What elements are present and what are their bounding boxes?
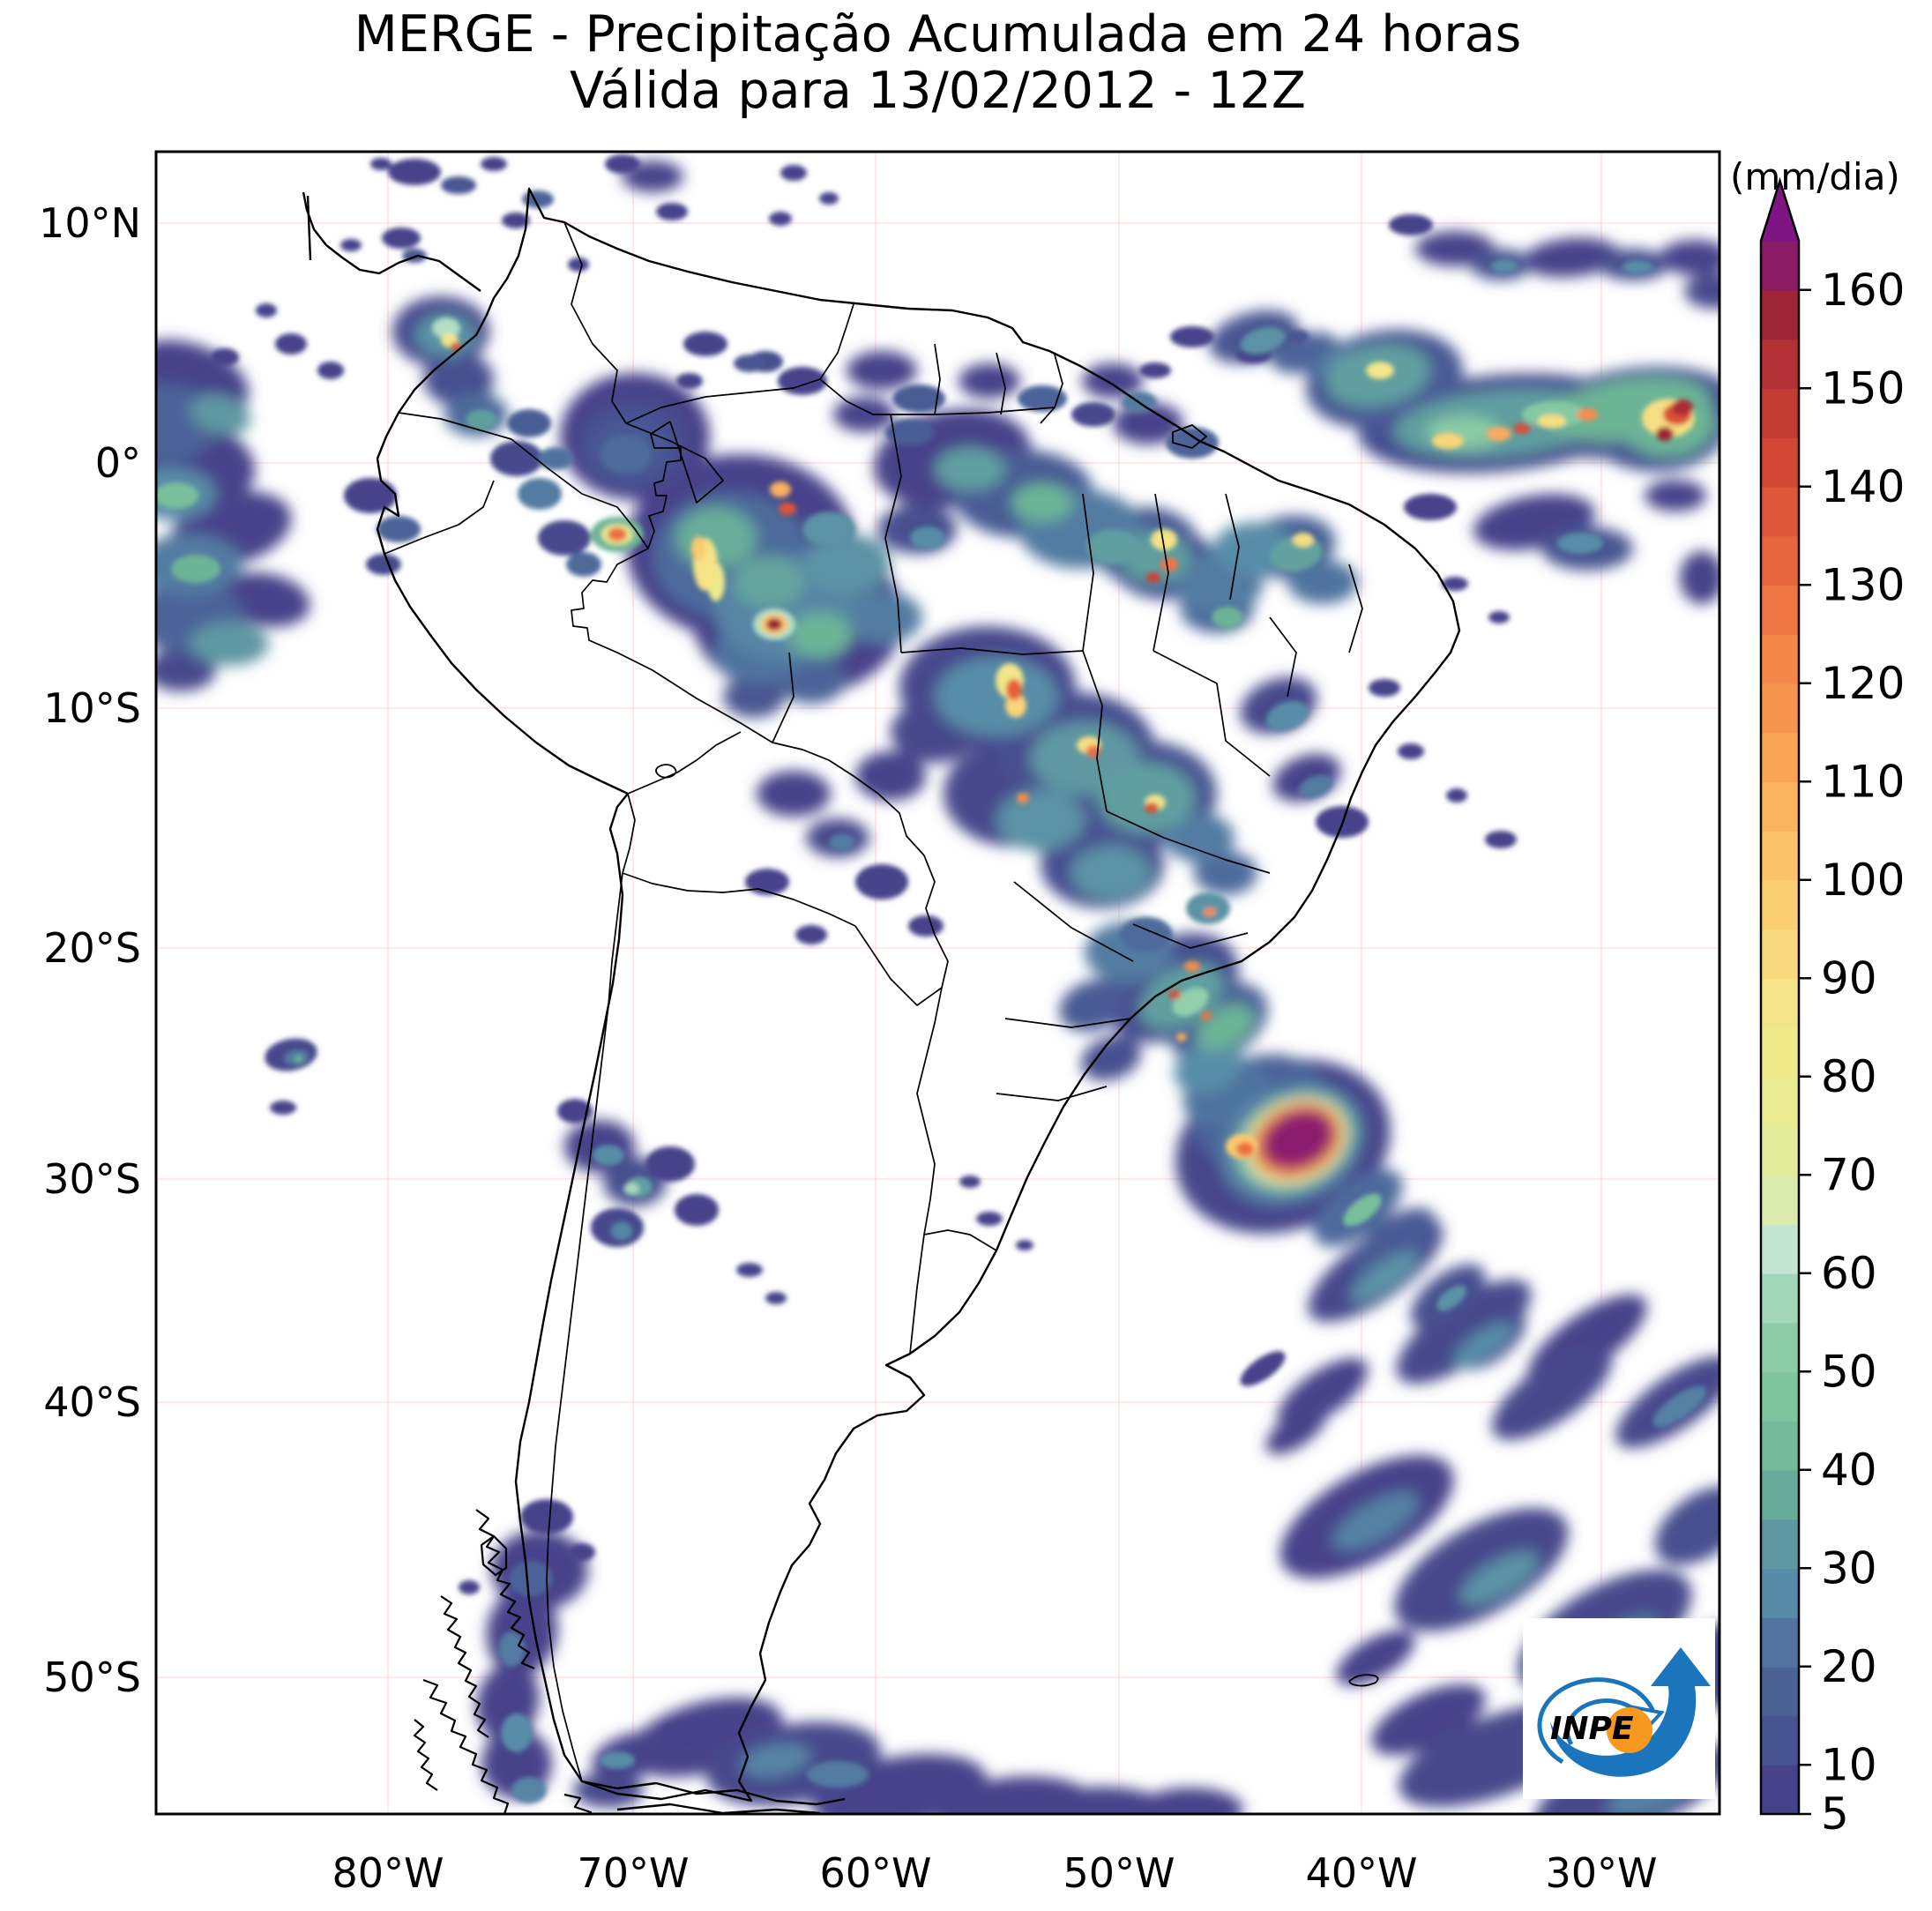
colorbar-overflow-arrow-icon xyxy=(1761,181,1799,241)
colorbar-segment xyxy=(1761,241,1799,291)
colorbar-segment xyxy=(1761,437,1799,488)
map-frame xyxy=(154,150,1721,1816)
colorbar-segment xyxy=(1761,1715,1799,1766)
colorbar-segment xyxy=(1761,1568,1799,1618)
colorbar-segment xyxy=(1761,1666,1799,1717)
political-borders xyxy=(384,221,1363,1782)
colorbar-segment xyxy=(1761,978,1799,1028)
lon-tick-label: 50°W xyxy=(1063,1849,1175,1897)
colorbar-segment xyxy=(1761,1469,1799,1520)
colorbar-segment xyxy=(1761,732,1799,783)
colorbar-segment xyxy=(1761,486,1799,537)
inpe-logo: INPE xyxy=(1523,1618,1715,1799)
lat-tick-label: 50°S xyxy=(43,1653,141,1701)
lat-tick-label: 10°S xyxy=(43,684,141,732)
colorbar-segment xyxy=(1761,831,1799,881)
colorbar-segment xyxy=(1761,1617,1799,1668)
colorbar-tick-label: 60 xyxy=(1821,1248,1877,1299)
colorbar-segment xyxy=(1761,388,1799,438)
colorbar-segment xyxy=(1761,1421,1799,1471)
colorbar-tick-label: 90 xyxy=(1821,952,1877,1004)
colorbar-tick-label: 30 xyxy=(1821,1542,1877,1594)
map-area: INPE xyxy=(156,152,1719,1814)
logo-orange-dot-icon xyxy=(1607,1707,1652,1753)
colorbar-segment xyxy=(1761,1027,1799,1078)
colorbar-segment xyxy=(1761,585,1799,635)
colorbar-tick-label: 5 xyxy=(1821,1788,1849,1840)
colorbar-tick-label: 20 xyxy=(1821,1641,1877,1692)
lat-tick-label: 40°S xyxy=(43,1378,141,1426)
colorbar-tick-label: 140 xyxy=(1821,461,1905,512)
colorbar-segment xyxy=(1761,879,1799,930)
colorbar-segment xyxy=(1761,339,1799,390)
colorbar-tick-label: 40 xyxy=(1821,1444,1877,1496)
colorbar-unit-label: (mm/dia) xyxy=(1730,155,1900,198)
lat-tick-label: 0° xyxy=(95,439,141,487)
lon-tick-label: 70°W xyxy=(577,1849,689,1897)
colorbar-tick-label: 100 xyxy=(1821,855,1905,906)
lat-tick-label: 10°N xyxy=(39,199,141,247)
longitude-axis: 80°W 70°W 60°W 50°W 40°W 30°W xyxy=(332,1849,1657,1897)
colorbar-segment xyxy=(1761,1273,1799,1324)
logo-arrow-big-icon xyxy=(1550,1647,1711,1777)
colorbar-segment xyxy=(1761,781,1799,832)
figure-title: MERGE - Precipitação Acumulada em 24 hor… xyxy=(156,5,1719,120)
lat-tick-label: 30°S xyxy=(43,1155,141,1203)
colorbar-tick-label: 80 xyxy=(1821,1051,1877,1102)
precip-field-cores xyxy=(156,154,1707,1803)
fjord-coast-detail xyxy=(413,1509,593,1814)
colorbar-segment xyxy=(1761,1224,1799,1274)
colorbar-segment xyxy=(1761,1371,1799,1422)
colorbar-segment xyxy=(1761,1175,1799,1225)
lon-tick-label: 80°W xyxy=(332,1849,444,1897)
figure-title-line2: Válida para 13/02/2012 - 12Z xyxy=(570,61,1306,120)
colorbar-segment xyxy=(1761,289,1799,340)
lon-tick-label: 40°W xyxy=(1305,1849,1417,1897)
lat-tick-label: 20°S xyxy=(43,924,141,972)
colorbar-segment xyxy=(1761,1125,1799,1176)
colorbar-segment xyxy=(1761,1765,1799,1815)
colorbar-tick-label: 70 xyxy=(1821,1149,1877,1200)
colorbar-tick-label: 150 xyxy=(1821,362,1905,414)
lon-tick-label: 30°W xyxy=(1545,1849,1657,1897)
colorbar-tick-label: 10 xyxy=(1821,1739,1877,1790)
latitude-axis: 10°N 0° 10°S 20°S 30°S 40°S 50°S xyxy=(39,199,141,1701)
islands xyxy=(655,423,1379,1687)
colorbar-segment xyxy=(1761,634,1799,684)
colorbar-segment xyxy=(1761,535,1799,586)
colorbar-segment xyxy=(1761,1322,1799,1373)
colorbar-tick-label: 120 xyxy=(1821,658,1905,709)
colorbar-segment xyxy=(1761,1519,1799,1570)
colorbar-tick-label: 160 xyxy=(1821,265,1905,316)
colorbar-tick-label: 110 xyxy=(1821,756,1905,807)
colorbar-segment xyxy=(1761,1076,1799,1127)
colorbar: 160 150 140 130 120 110 100 90 80 70 60 50 40 30 20 105… xyxy=(1730,155,1905,1840)
colorbar-segment xyxy=(1761,683,1799,734)
logo-swirl-outer-icon xyxy=(1537,1677,1657,1765)
logo-text: INPE xyxy=(1550,1711,1634,1747)
colorbar-tick-label: 130 xyxy=(1821,559,1905,610)
lon-tick-label: 60°W xyxy=(819,1849,931,1897)
colorbar-segment xyxy=(1761,929,1799,980)
colorbar-tick-label: 50 xyxy=(1821,1346,1877,1397)
figure-title-line1: MERGE - Precipitação Acumulada em 24 hor… xyxy=(354,5,1522,63)
